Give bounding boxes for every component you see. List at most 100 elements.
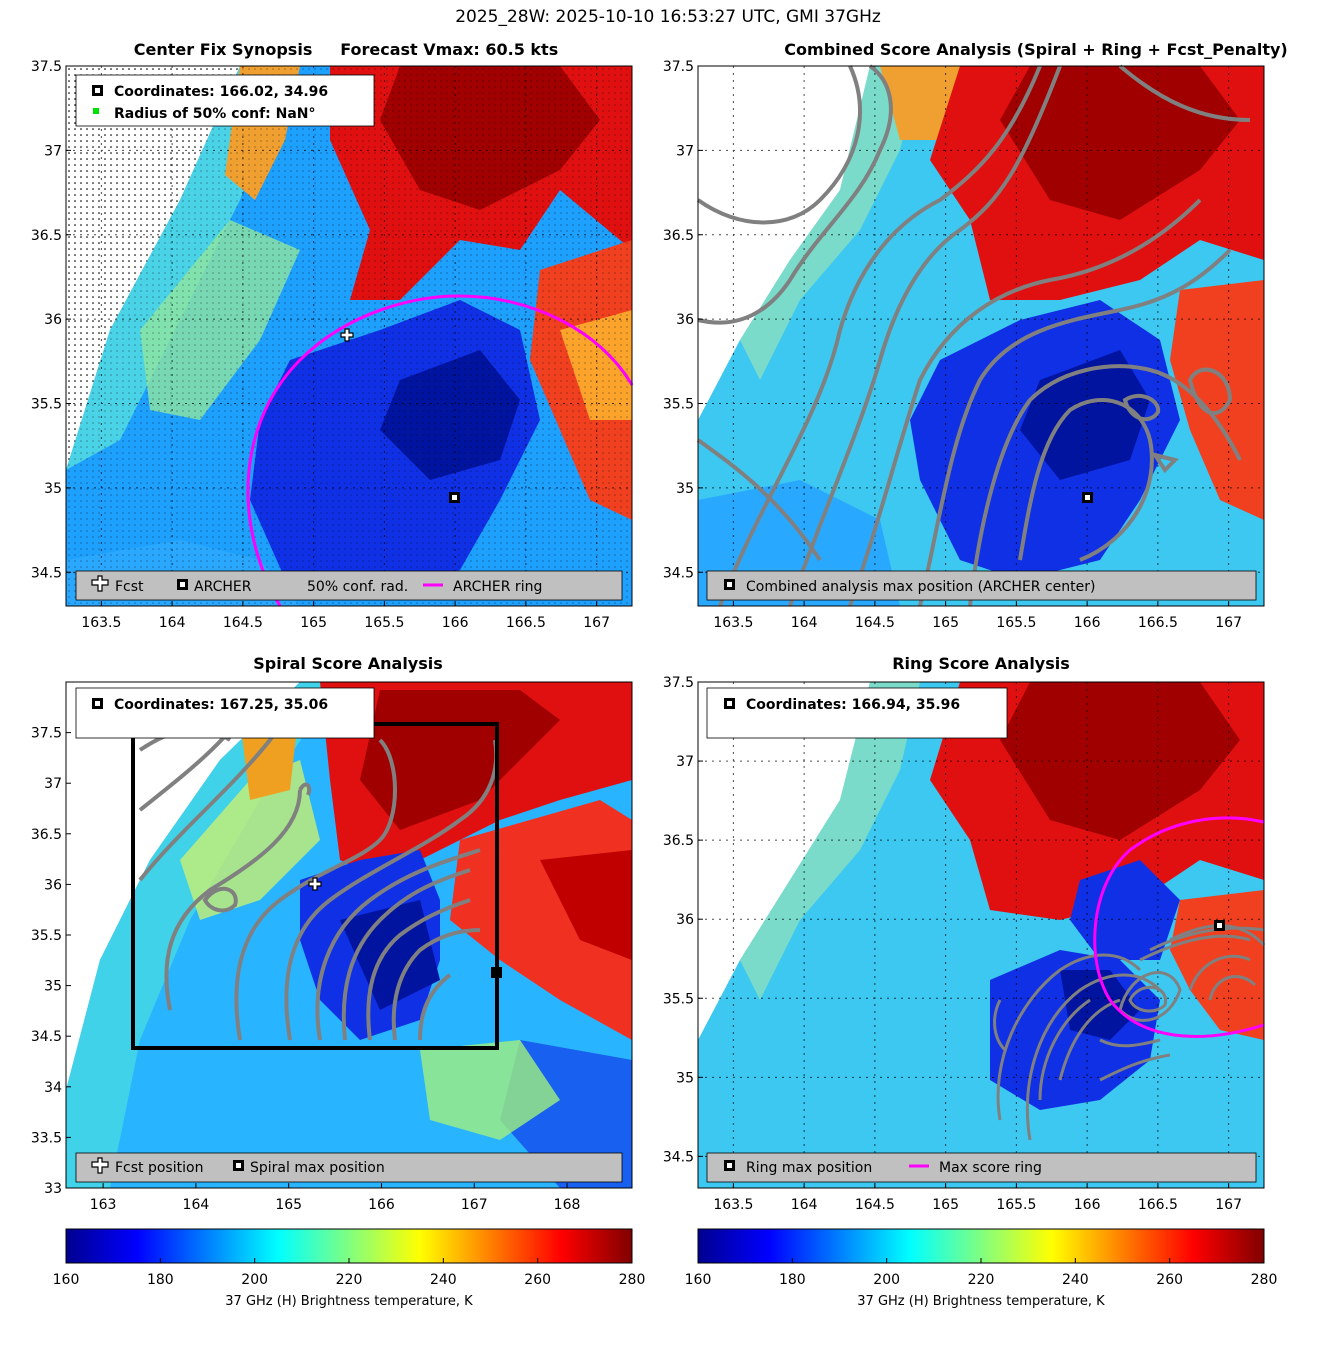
colorbar-tick-label: 160 [53, 1272, 80, 1288]
colorbar-right: 160 180 200 220 240 260 280 37 GHz (H) Brightn… [685, 1228, 1278, 1309]
colorbar-label: 37 GHz (H) Brightness temperature, K [225, 1294, 473, 1309]
fcst-marker [308, 877, 322, 891]
heatmap-field [698, 66, 1264, 606]
info-coordinates: Coordinates: 166.02, 34.96 [114, 84, 328, 100]
y-tick-label: 36.5 [663, 833, 694, 849]
y-tick-label: 36.5 [663, 228, 694, 244]
y-tick-label: 37.5 [31, 59, 62, 75]
y-tick-label: 35 [44, 979, 62, 995]
panel-ring-score: Ring Score Analysis [663, 654, 1266, 1213]
x-tick-label: 163 [90, 1197, 117, 1213]
x-tick-label: 166.5 [1138, 615, 1178, 631]
panel-spiral-score: Spiral Score Analysis [31, 654, 633, 1213]
info-box: Coordinates: 166.94, 35.96 [706, 687, 1008, 739]
x-tick-label: 166 [442, 615, 469, 631]
x-tick-label: 166 [1074, 1197, 1101, 1213]
x-tick-label: 165 [275, 1197, 302, 1213]
axis-ticks: 163.5 164 164.5 165 165.5 166 166.5 167 34.5 35 35… [663, 59, 1242, 631]
panel-title: Spiral Score Analysis [253, 654, 443, 673]
info-radius: Radius of 50% conf: NaN° [114, 106, 316, 122]
y-tick-label: 35 [676, 1070, 694, 1086]
y-tick-label: 37 [676, 143, 694, 159]
colorbar-tick-label: 280 [1251, 1272, 1278, 1288]
x-tick-label: 164 [159, 615, 186, 631]
x-tick-label: 166 [368, 1197, 395, 1213]
x-tick-label: 167 [461, 1197, 488, 1213]
x-tick-label: 164 [183, 1197, 210, 1213]
x-tick-label: 164 [791, 615, 818, 631]
info-box: Coordinates: 167.25, 35.06 [75, 687, 375, 739]
legend-fcst: Fcst [115, 579, 144, 595]
score-contours [696, 64, 1251, 607]
panel-combined-score: Combined Score Analysis (Spiral + Ring +… [663, 40, 1288, 631]
axis-ticks: 163 164 165 166 167 168 33 33.5 34 34.5 35 35.5 36 36… [31, 726, 581, 1213]
colorbar-tick-label: 180 [779, 1272, 806, 1288]
y-tick-label: 36 [676, 312, 694, 328]
ring-max-marker [1214, 920, 1225, 931]
y-tick-label: 37.5 [31, 726, 62, 742]
legend: Ring max position Max score ring [706, 1152, 1257, 1183]
suptitle: 2025_28W: 2025-10-10 16:53:27 UTC, GMI 3… [455, 7, 881, 27]
grid-lines [698, 65, 1264, 606]
y-tick-label: 37 [676, 754, 694, 770]
y-tick-label: 33.5 [31, 1130, 62, 1146]
grid-lines [66, 65, 632, 606]
info-coordinates: Coordinates: 166.94, 35.96 [746, 697, 960, 713]
panel-center-fix: Center Fix Synopsis Forecast Vmax: 60.5 … [31, 40, 634, 631]
y-tick-label: 36.5 [31, 827, 62, 843]
y-tick-label: 37.5 [663, 675, 694, 691]
y-tick-label: 36.5 [31, 228, 62, 244]
colorbar-tick-label: 220 [336, 1272, 363, 1288]
legend: Fcst ARCHER 50% conf. rad. ARCHER ring [75, 570, 623, 601]
y-tick-label: 34 [44, 1080, 62, 1096]
legend-combined-max: Combined analysis max position (ARCHER c… [746, 579, 1095, 595]
y-tick-label: 35.5 [31, 928, 62, 944]
axis-ticks: 163.5 164 164.5 165 165.5 166 166.5 167 34.5 35 35… [663, 675, 1242, 1213]
legend: Combined analysis max position (ARCHER c… [706, 570, 1257, 601]
legend-archer: ARCHER [194, 579, 252, 595]
x-tick-label: 165.5 [364, 615, 404, 631]
spiral-max-marker [491, 967, 502, 978]
y-tick-label: 34.5 [663, 1149, 694, 1165]
legend-archer-ring: ARCHER ring [453, 579, 542, 595]
panel-title: Center Fix Synopsis Forecast Vmax: 60.5 … [134, 40, 558, 59]
score-contours [138, 688, 499, 1041]
info-box: Coordinates: 166.02, 34.96 Radius of 50%… [75, 74, 375, 127]
y-tick-label: 36 [676, 912, 694, 928]
legend: Fcst position Spiral max position [75, 1152, 623, 1183]
colorbar-tick-label: 160 [685, 1272, 712, 1288]
y-tick-label: 35.5 [31, 397, 62, 413]
legend-fcst-position: Fcst position [115, 1160, 203, 1176]
heatmap-field [66, 682, 632, 1188]
y-tick-label: 36 [44, 877, 62, 893]
y-tick-label: 37 [44, 143, 62, 159]
archer-center-marker [449, 492, 460, 503]
x-tick-label: 165.5 [996, 1197, 1036, 1213]
y-tick-label: 34.5 [663, 565, 694, 581]
x-tick-label: 163.5 [713, 615, 753, 631]
fcst-marker [340, 328, 354, 342]
y-tick-label: 37.5 [663, 59, 694, 75]
x-tick-label: 168 [554, 1197, 581, 1213]
x-tick-label: 165 [300, 615, 327, 631]
y-tick-label: 35.5 [663, 991, 694, 1007]
x-tick-label: 167 [1215, 615, 1242, 631]
legend-max-score-ring: Max score ring [939, 1160, 1042, 1176]
x-tick-label: 167 [583, 615, 610, 631]
legend-ring-max: Ring max position [746, 1160, 872, 1176]
y-tick-label: 33 [44, 1181, 62, 1197]
info-coordinates: Coordinates: 167.25, 35.06 [114, 697, 328, 713]
x-tick-label: 164 [791, 1197, 818, 1213]
x-tick-label: 166 [1074, 615, 1101, 631]
x-tick-label: 166.5 [506, 615, 546, 631]
colorbar-left: 160 180 200 220 240 260 280 37 GHz (H) Brightn… [53, 1228, 645, 1309]
x-tick-label: 165 [932, 1197, 959, 1213]
x-tick-label: 165 [932, 615, 959, 631]
combined-max-marker [1082, 492, 1093, 503]
y-tick-label: 34.5 [31, 565, 62, 581]
colorbar-tick-label: 180 [147, 1272, 174, 1288]
colorbar-tick-label: 260 [1156, 1272, 1183, 1288]
y-tick-label: 36 [44, 312, 62, 328]
colorbar-tick-label: 240 [1062, 1272, 1089, 1288]
